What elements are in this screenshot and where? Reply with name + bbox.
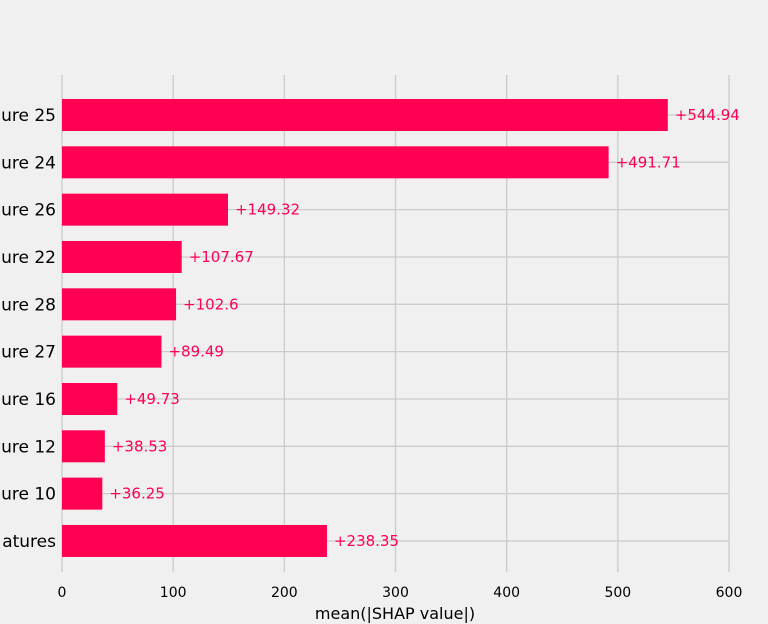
- bar: [62, 288, 177, 321]
- x-tick-label: 200: [271, 585, 298, 601]
- x-tick-layer: 0 100 200 300 400 500 600: [58, 585, 743, 601]
- x-axis-title: mean(|SHAP value|): [315, 604, 475, 623]
- x-tick-label: 300: [382, 585, 409, 601]
- bar-value-label: +107.67: [189, 248, 254, 266]
- category-label: ure 26: [1, 201, 56, 221]
- category-label: ure 16: [1, 390, 56, 410]
- bar: [62, 146, 609, 179]
- bar: [62, 430, 105, 463]
- bar-value-label: +38.53: [112, 437, 168, 455]
- bar-value-label: +544.94: [675, 106, 740, 124]
- bar: [62, 193, 228, 226]
- data-label-layer: +544.94 +491.71 +149.32 +107.67 +102.6 +89.49…: [109, 106, 740, 550]
- x-tick-label: 0: [58, 585, 67, 601]
- category-label: ure 12: [1, 437, 56, 457]
- bar: [62, 524, 327, 557]
- category-label: ure 22: [1, 248, 56, 268]
- x-tick-label: 500: [604, 585, 631, 601]
- category-label: ure 27: [1, 343, 56, 363]
- category-label: ure 24: [1, 153, 56, 173]
- bar: [62, 477, 103, 510]
- bar-value-label: +89.49: [168, 343, 224, 361]
- category-label: atures: [2, 532, 56, 552]
- category-label: ure 10: [1, 485, 56, 505]
- bar-layer: [62, 99, 668, 557]
- category-label: ure 28: [1, 295, 56, 315]
- x-tick-label: 600: [716, 585, 743, 601]
- x-tick-label: 100: [160, 585, 187, 601]
- bar-value-label: +238.35: [334, 532, 399, 550]
- bar-value-label: +36.25: [109, 485, 165, 503]
- bar-value-label: +102.6: [183, 295, 239, 313]
- bar: [62, 240, 182, 273]
- x-tick-label: 400: [493, 585, 520, 601]
- bar: [62, 335, 162, 368]
- bar: [62, 99, 668, 131]
- bar: [62, 382, 118, 415]
- bar-value-label: +49.73: [124, 390, 180, 408]
- bar-value-label: +149.32: [235, 201, 300, 219]
- bar-value-label: +491.71: [616, 153, 681, 171]
- category-label-layer: ure 25 ure 24 ure 26 ure 22 ure 28 ure 27 ure …: [1, 106, 56, 552]
- category-label: ure 25: [1, 106, 56, 126]
